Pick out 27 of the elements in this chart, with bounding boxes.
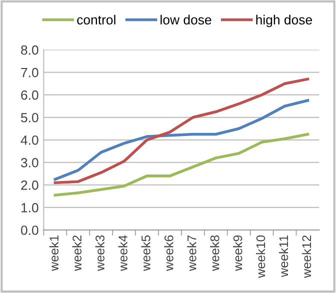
line-series [54,132,310,196]
y-tick-label: 5.0 [21,112,38,122]
y-tick-label: 4.0 [20,135,38,145]
x-tick-label: week7 [187,235,196,272]
x-tick-label: week11 [278,235,288,278]
y-tick-label: 0.0 [20,226,38,235]
x-tick-label: week2 [72,235,82,272]
x-tick-label: week10 [256,235,266,278]
x-tick-label: week1 [49,235,59,272]
y-tick-label: 6.0 [21,90,38,100]
legend-label: control [77,14,116,24]
y-tick-label: 3.0 [20,158,38,168]
y-tick-label: 7.0 [21,68,38,78]
y-tick-label: 8.0 [21,45,38,55]
line-series [54,99,310,181]
legend-label: high dose [256,14,312,28]
x-tick-label: week6 [164,235,174,272]
legend-label: low dose [160,14,212,24]
x-tick-label: week4 [118,235,128,272]
x-tick-label: week12 [302,235,312,278]
x-tick-label: week9 [233,235,242,272]
y-tick-label: 1.0 [21,203,38,212]
x-tick-label: week5 [141,235,150,272]
y-tick-label: 2.0 [21,180,38,190]
x-tick-label: week3 [95,235,104,272]
line-series [54,78,310,184]
x-tick-label: week8 [210,235,220,272]
